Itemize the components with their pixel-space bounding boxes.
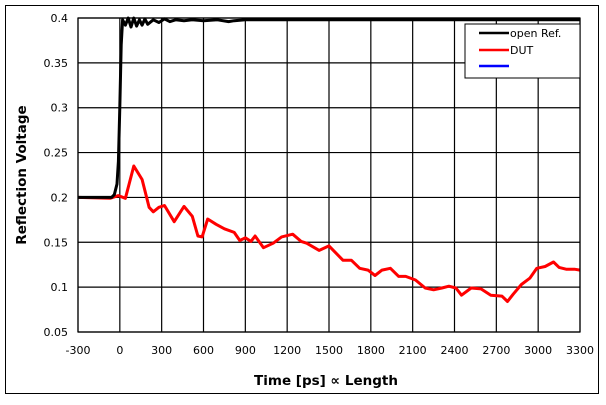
x-tick-label: 900 xyxy=(235,344,256,357)
x-tick-label: 0 xyxy=(116,344,123,357)
y-tick-label: 0.2 xyxy=(51,191,69,204)
y-tick-label: 0.3 xyxy=(51,102,69,115)
y-tick-label: 0.05 xyxy=(44,326,69,339)
x-tick-label: 3000 xyxy=(524,344,552,357)
y-tick-label: 0.15 xyxy=(44,236,69,249)
x-tick-label: 2400 xyxy=(441,344,469,357)
x-tick-label: 300 xyxy=(151,344,172,357)
legend-item-open-ref: open Ref. xyxy=(479,27,561,40)
legend-item-dut: DUT xyxy=(479,44,534,57)
y-tick-label: 0.4 xyxy=(51,12,69,25)
x-axis-ticks: -300 0 300 600 900 1200 1500 1800 2100 2400 2700 30… xyxy=(66,344,594,357)
x-tick-label: 2100 xyxy=(399,344,427,357)
x-tick-label: 1800 xyxy=(357,344,385,357)
legend-label: DUT xyxy=(510,44,534,57)
legend-label: open Ref. xyxy=(510,27,561,40)
series-line-dut xyxy=(77,164,581,303)
series-line-open-ref- xyxy=(78,16,580,199)
x-tick-label: 2700 xyxy=(482,344,510,357)
x-tick-label: 1500 xyxy=(315,344,343,357)
x-tick-label: 600 xyxy=(193,344,214,357)
y-tick-label: 0.25 xyxy=(44,147,69,160)
y-tick-label: 0.35 xyxy=(44,57,69,70)
x-tick-label: -300 xyxy=(66,344,91,357)
x-axis-title: Time [ps] ∝ Length xyxy=(254,373,398,389)
y-axis-ticks: 0.05 0.1 0.15 0.2 0.25 0.3 0.35 0.4 xyxy=(44,12,69,339)
x-tick-label: 3300 xyxy=(566,344,594,357)
series-layer xyxy=(77,16,581,303)
y-tick-label: 0.1 xyxy=(51,281,69,294)
legend: open Ref. DUT xyxy=(464,23,581,79)
x-tick-label: 1200 xyxy=(273,344,301,357)
y-axis-title: Reflection Voltage xyxy=(14,105,30,244)
plot-area xyxy=(77,17,581,333)
